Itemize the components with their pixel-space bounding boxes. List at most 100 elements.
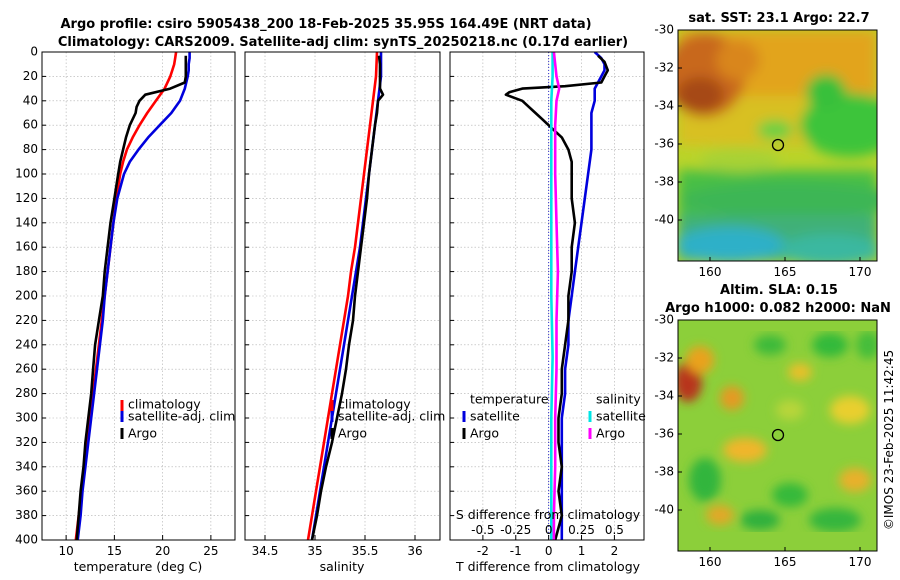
- legend-label-climatology: climatology: [338, 397, 411, 412]
- x-tick-label: 2: [611, 544, 619, 558]
- salinity-xlabel: salinity: [320, 559, 365, 574]
- temperature-tick-labels: 10 15 20 25: [42, 51, 219, 558]
- depth-tick-label: 180: [15, 264, 38, 278]
- x-tick-label: -2: [477, 544, 489, 558]
- temperature-xlabel: temperature (deg C): [74, 559, 203, 574]
- series-line-temperature-satellite: [560, 52, 606, 540]
- lat-tick-label: -38: [654, 175, 674, 189]
- lon-tick-label: 165: [774, 265, 797, 279]
- x-tick-label: 35.5: [352, 544, 379, 558]
- sla-map-title-line2: Argo h1000: 0.082 h2000: NaN: [665, 301, 891, 316]
- sst-map-frame: [677, 29, 878, 262]
- lat-tick-label: -40: [654, 503, 674, 517]
- depth-tick-label: 360: [15, 484, 38, 498]
- legend-label-satellite: satellite-adj. clim: [128, 409, 235, 424]
- difference-legend: temperature satellite Argo salinity sate…: [462, 392, 646, 441]
- legend-label-t-argo: Argo: [470, 426, 499, 441]
- depth-tick-label: 320: [15, 435, 38, 449]
- depth-tick-label: 20: [23, 69, 38, 83]
- depth-tick-label: 200: [15, 289, 38, 303]
- series-line-salinity-argo: [552, 52, 561, 540]
- x-tick-label: 15: [107, 544, 122, 558]
- depth-tick-label: 260: [15, 362, 38, 376]
- sst-field: [678, 30, 877, 261]
- lat-tick-label: -32: [654, 351, 674, 365]
- lat-tick-label: -36: [654, 427, 674, 441]
- sst-map: sat. SST: 23.1 Argo: 22.7 -30: [654, 11, 878, 279]
- lat-tick-label: -40: [654, 213, 674, 227]
- legend-label-s-argo: Argo: [596, 426, 625, 441]
- depth-tick-label: 80: [23, 142, 38, 156]
- x-tick-label: 36: [407, 544, 422, 558]
- temperature-panel: 0 20 40 60 80 100 120 140 160 180 200 220 240 260 280 3…: [15, 45, 236, 574]
- salinity-tick-labels: 34.5 35 35.5 36: [245, 51, 423, 558]
- temperature-legend: climatology satellite-adj. clim Argo: [120, 397, 235, 441]
- lat-tick-label: -34: [654, 389, 674, 403]
- x-tick-label: -1: [510, 544, 522, 558]
- s-tick-label: -0.5: [471, 523, 494, 537]
- legend-heading-temperature: temperature: [470, 392, 549, 407]
- lat-tick-label: -30: [654, 23, 674, 37]
- depth-tick-label: 240: [15, 337, 38, 351]
- x-tick-label: 34.5: [252, 544, 279, 558]
- lon-tick-label: 165: [774, 555, 797, 569]
- series-line-temperature-argo: [504, 54, 610, 540]
- sla-map-ticks: -30 -32 -34 -36 -38 -40 160 165 170: [654, 313, 871, 570]
- legend-label-t-satellite: satellite: [470, 409, 520, 424]
- difference-panel: -2 -1 0 1 2 T difference from climatology S …: [449, 51, 646, 574]
- series-line-salinity-satellite: [549, 52, 554, 540]
- depth-tick-labels: 0 20 40 60 80 100 120 140 160 180 200 220 240 260 280 3…: [15, 45, 38, 547]
- depth-tick-label: 60: [23, 118, 38, 132]
- salinity-legend: climatology satellite-adj. clim Argo: [330, 397, 445, 441]
- lon-tick-label: 160: [699, 265, 722, 279]
- depth-tick-label: 380: [15, 508, 38, 522]
- s-difference-label: S difference from climatology: [456, 507, 641, 522]
- figure-title-line2: Climatology: CARS2009. Satellite-adj cli…: [58, 35, 628, 50]
- lat-tick-label: -34: [654, 99, 674, 113]
- x-tick-label: 35: [307, 544, 322, 558]
- s-tick-label: 0.5: [605, 523, 624, 537]
- depth-tick-label: 140: [15, 215, 38, 229]
- depth-tick-label: 120: [15, 191, 38, 205]
- sla-argo-marker: [771, 428, 785, 442]
- x-tick-label: 25: [203, 544, 218, 558]
- depth-tick-label: 0: [30, 45, 38, 59]
- lat-tick-label: -30: [654, 313, 674, 327]
- sla-map-frame: [677, 319, 878, 552]
- sst-argo-marker: [771, 138, 785, 152]
- legend-label-climatology: climatology: [128, 397, 201, 412]
- temperature-series: [74, 52, 191, 540]
- depth-tick-label: 40: [23, 93, 38, 107]
- x-tick-label: 0: [545, 544, 553, 558]
- sst-map-title: sat. SST: 23.1 Argo: 22.7: [688, 11, 869, 26]
- legend-label-s-satellite: satellite: [596, 409, 646, 424]
- x-tick-label: 20: [155, 544, 170, 558]
- x-tick-label: 10: [58, 544, 73, 558]
- difference-tick-labels: -2 -1 0 1 2: [450, 51, 619, 558]
- depth-tick-label: 280: [15, 386, 38, 400]
- legend-label-argo: Argo: [128, 426, 157, 441]
- s-tick-label: 0.25: [568, 523, 595, 537]
- lon-tick-label: 170: [849, 265, 872, 279]
- depth-tick-label: 400: [15, 533, 38, 547]
- lat-tick-label: -38: [654, 465, 674, 479]
- lat-tick-label: -32: [654, 61, 674, 75]
- s-tick-label: -0.25: [500, 523, 531, 537]
- difference-series: [504, 52, 610, 540]
- depth-tick-label: 100: [15, 167, 38, 181]
- series-line-argo: [310, 55, 385, 540]
- legend-label-argo: Argo: [338, 426, 367, 441]
- difference-xlabel: T difference from climatology: [455, 559, 641, 574]
- figure-title-line1: Argo profile: csiro 5905438_200 18-Feb-2…: [60, 17, 591, 32]
- sla-map: Altim. SLA: 0.15 Argo h1000: 0.082 h2000…: [654, 283, 890, 569]
- salinity-series: [306, 52, 385, 540]
- lat-tick-label: -36: [654, 137, 674, 151]
- depth-tick-label: 340: [15, 459, 38, 473]
- legend-heading-salinity: salinity: [596, 392, 641, 407]
- salinity-panel: 34.5 35 35.5 36 salinity climatology satell…: [244, 51, 445, 574]
- lon-tick-label: 160: [699, 555, 722, 569]
- s-tick-label: 0: [545, 523, 553, 537]
- sla-field: [678, 331, 877, 532]
- lon-tick-label: 170: [849, 555, 872, 569]
